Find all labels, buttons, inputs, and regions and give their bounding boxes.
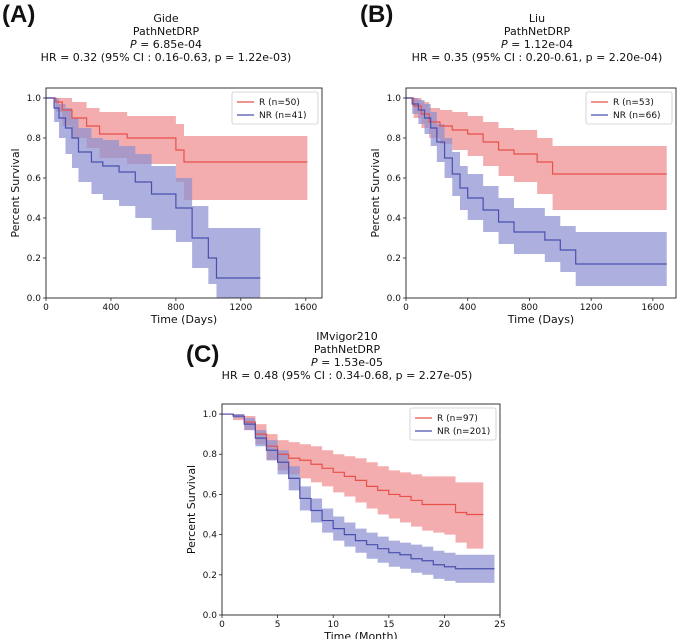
y-tick-label: 0.0 xyxy=(27,294,42,304)
y-axis-label: Percent Survival xyxy=(9,148,22,237)
legend-label-r: R (n=97) xyxy=(437,414,478,424)
p-value-line: P = 6.85e-04 xyxy=(130,38,202,51)
legend-label-r: R (n=50) xyxy=(259,98,300,108)
x-tick-label: 0 xyxy=(43,303,49,313)
p-label: P xyxy=(130,38,140,51)
confidence-band-nr xyxy=(46,98,261,298)
y-axis-label: Percent Survival xyxy=(185,465,198,554)
survival-curve-r xyxy=(222,413,484,516)
y-tick-label: 1.0 xyxy=(203,410,218,420)
legend-label-nr: NR (n=66) xyxy=(613,111,661,121)
confidence-band-r xyxy=(222,414,484,549)
chart-subtitle: PathNetDRP xyxy=(504,25,571,38)
x-tick-label: 10 xyxy=(327,620,339,630)
p-label: P xyxy=(501,38,511,51)
legend-box xyxy=(231,91,319,125)
legend-label-nr: NR (n=41) xyxy=(259,111,307,121)
x-tick-label: 0 xyxy=(219,620,225,630)
legend-label-nr: NR (n=201) xyxy=(437,427,490,437)
confidence-band-r xyxy=(46,98,308,200)
x-axis-label: Time (Month) xyxy=(323,630,397,639)
y-tick-label: 0.6 xyxy=(27,174,42,184)
hazard-ratio-line: HR = 0.48 (95% CI : 0.34-0.68, p = 2.27e… xyxy=(222,369,473,382)
y-tick-label: 0.6 xyxy=(387,174,402,184)
x-tick-label: 15 xyxy=(383,620,394,630)
p-label: P xyxy=(311,356,321,369)
x-tick-label: 5 xyxy=(275,620,281,630)
y-tick-label: 0.4 xyxy=(203,531,218,541)
legend-box xyxy=(409,407,497,441)
x-tick-label: 25 xyxy=(494,620,505,630)
chart-subtitle: PathNetDRP xyxy=(314,343,381,356)
panel-label: (A) xyxy=(2,1,35,28)
y-tick-label: 1.0 xyxy=(27,94,42,104)
chart-title: Liu xyxy=(529,12,545,25)
p-value: = 1.53e-05 xyxy=(321,356,383,369)
confidence-band-nr xyxy=(222,414,495,583)
hazard-ratio-line: HR = 0.32 (95% CI : 0.16-0.63, p = 1.22e… xyxy=(41,51,292,64)
p-value-line: P = 1.12e-04 xyxy=(501,38,573,51)
y-tick-label: 0.0 xyxy=(387,294,402,304)
x-tick-label: 20 xyxy=(439,620,451,630)
plot-frame xyxy=(221,403,501,616)
survival-curve-r xyxy=(406,97,667,175)
x-tick-label: 400 xyxy=(102,303,119,313)
chart-title: Gide xyxy=(153,12,179,25)
y-axis-label: Percent Survival xyxy=(369,148,382,237)
x-tick-label: 800 xyxy=(521,303,538,313)
survival-curve-nr xyxy=(46,97,261,279)
panel-label: (B) xyxy=(360,1,393,28)
x-tick-label: 1200 xyxy=(229,303,252,313)
y-tick-label: 0.6 xyxy=(203,490,218,500)
x-axis-label: Time (Days) xyxy=(507,313,574,326)
y-tick-label: 0.4 xyxy=(27,214,42,224)
y-tick-label: 0.8 xyxy=(27,134,42,144)
p-value: = 1.12e-04 xyxy=(511,38,573,51)
x-tick-label: 1600 xyxy=(641,303,664,313)
plot-frame xyxy=(405,87,677,299)
confidence-band-nr xyxy=(406,98,667,286)
y-tick-label: 0.8 xyxy=(203,450,218,460)
x-tick-label: 1200 xyxy=(580,303,603,313)
y-tick-label: 0.2 xyxy=(387,254,401,264)
x-tick-label: 400 xyxy=(459,303,476,313)
x-tick-label: 800 xyxy=(167,303,184,313)
legend-box xyxy=(585,91,673,125)
survival-curve-nr xyxy=(406,97,667,265)
x-axis-label: Time (Days) xyxy=(150,313,217,326)
y-tick-label: 0.2 xyxy=(203,571,217,581)
y-tick-label: 0.8 xyxy=(387,134,402,144)
plot-frame xyxy=(45,87,323,299)
survival-curve-nr xyxy=(222,413,495,570)
chart-subtitle: PathNetDRP xyxy=(133,25,200,38)
y-tick-label: 0.4 xyxy=(387,214,402,224)
p-value-line: P = 1.53e-05 xyxy=(311,356,383,369)
survival-curve-r xyxy=(46,97,308,163)
hazard-ratio-line: HR = 0.35 (95% CI : 0.20-0.61, p = 2.20e… xyxy=(412,51,663,64)
y-tick-label: 0.0 xyxy=(203,611,218,621)
x-tick-label: 1600 xyxy=(294,303,317,313)
legend-label-r: R (n=53) xyxy=(613,98,654,108)
chart-title: IMvigor210 xyxy=(316,330,378,343)
y-tick-label: 1.0 xyxy=(387,94,402,104)
panel-label: (C) xyxy=(186,341,219,368)
x-tick-label: 0 xyxy=(403,303,409,313)
y-tick-label: 0.2 xyxy=(27,254,41,264)
p-value: = 6.85e-04 xyxy=(140,38,202,51)
